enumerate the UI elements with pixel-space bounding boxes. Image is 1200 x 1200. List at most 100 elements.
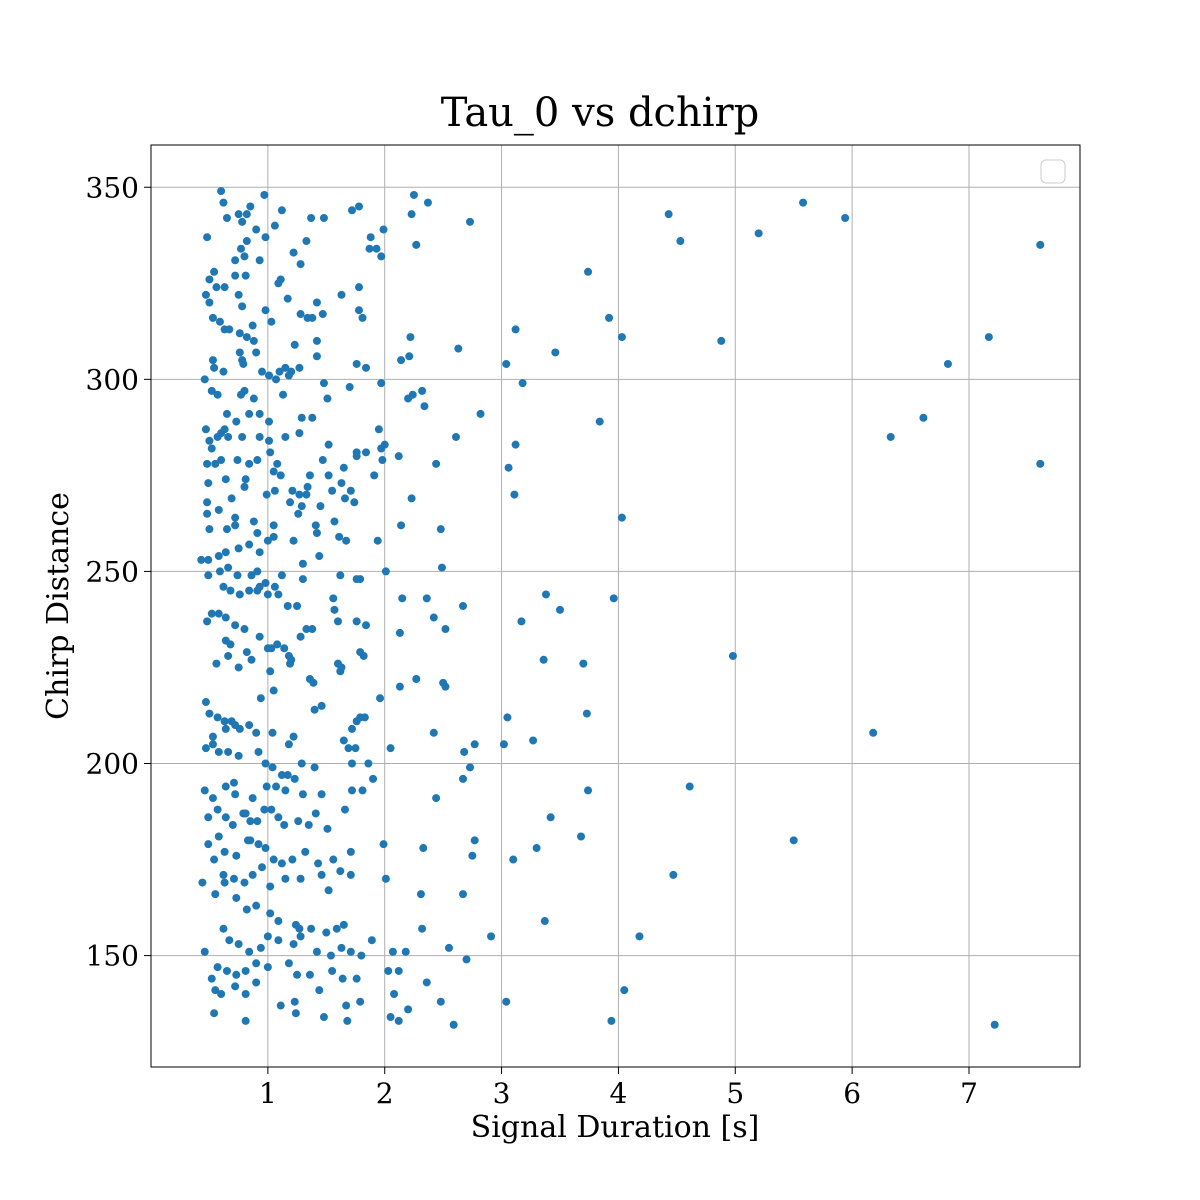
data-point xyxy=(984,333,993,342)
data-point xyxy=(395,682,404,691)
data-point xyxy=(309,678,318,687)
data-point xyxy=(274,279,283,288)
data-point xyxy=(205,436,214,445)
data-point xyxy=(419,844,428,853)
data-point xyxy=(231,721,240,730)
data-point xyxy=(263,536,272,545)
data-point xyxy=(214,505,223,514)
data-point xyxy=(336,571,345,580)
data-point xyxy=(376,694,385,703)
data-point xyxy=(252,225,261,234)
data-point xyxy=(269,532,278,541)
data-point xyxy=(234,751,243,760)
data-point xyxy=(203,617,212,626)
data-point xyxy=(260,805,269,814)
data-point xyxy=(241,475,250,484)
data-point xyxy=(233,571,242,580)
data-point xyxy=(352,359,361,368)
data-point xyxy=(312,947,321,956)
data-point xyxy=(231,790,240,799)
data-point xyxy=(208,313,217,322)
data-point xyxy=(231,271,240,280)
data-point xyxy=(245,540,254,549)
data-point xyxy=(335,532,344,541)
x-tick-label: 7 xyxy=(960,1077,978,1110)
data-point xyxy=(276,1001,285,1010)
data-point xyxy=(234,940,243,949)
data-point xyxy=(394,1016,403,1025)
data-point xyxy=(296,874,305,883)
data-point xyxy=(347,786,356,795)
data-point xyxy=(255,409,264,418)
x-tick-label: 4 xyxy=(610,1077,628,1110)
data-point xyxy=(263,963,272,972)
data-point xyxy=(232,970,241,979)
data-point xyxy=(366,233,375,242)
data-point xyxy=(470,836,479,845)
data-point xyxy=(236,244,245,253)
data-point xyxy=(247,655,256,664)
data-point xyxy=(346,486,355,495)
data-point xyxy=(308,625,317,634)
data-point xyxy=(252,959,261,968)
data-point xyxy=(346,947,355,956)
data-point xyxy=(555,605,564,614)
data-point xyxy=(290,340,299,349)
y-axis-ticks: 150 200 250 300 350 xyxy=(86,171,151,973)
data-point xyxy=(234,663,243,672)
data-point xyxy=(255,432,264,441)
data-point xyxy=(919,413,928,422)
data-point xyxy=(406,333,415,342)
data-point xyxy=(249,394,258,403)
data-point xyxy=(476,409,485,418)
data-point xyxy=(356,713,365,722)
data-point xyxy=(460,747,469,756)
y-tick-label: 300 xyxy=(86,363,139,396)
data-point xyxy=(252,978,261,987)
data-point xyxy=(252,901,261,910)
x-tick-label: 6 xyxy=(843,1077,861,1110)
data-point xyxy=(226,640,235,649)
data-point xyxy=(459,774,468,783)
data-point xyxy=(211,890,220,899)
data-point xyxy=(229,874,238,883)
data-point xyxy=(215,567,224,576)
data-point xyxy=(351,744,360,753)
data-point xyxy=(441,625,450,634)
data-point xyxy=(307,213,316,222)
data-point xyxy=(240,878,249,887)
data-point xyxy=(295,363,304,372)
data-point xyxy=(377,444,386,453)
y-tick-label: 200 xyxy=(86,748,139,781)
data-point xyxy=(219,582,228,591)
data-point xyxy=(504,463,513,472)
data-point xyxy=(252,728,261,737)
data-point xyxy=(221,724,230,733)
data-point xyxy=(436,525,445,534)
data-point xyxy=(212,659,221,668)
data-point xyxy=(298,559,307,568)
data-point xyxy=(337,290,346,299)
data-point xyxy=(546,813,555,822)
x-tick-label: 3 xyxy=(493,1077,511,1110)
data-point xyxy=(231,982,240,991)
data-point xyxy=(541,590,550,599)
data-point xyxy=(346,847,355,856)
data-point xyxy=(201,744,210,753)
data-point xyxy=(255,548,264,557)
data-point xyxy=(261,844,270,853)
data-point xyxy=(312,529,321,538)
data-point xyxy=(532,844,541,853)
data-point xyxy=(296,932,305,941)
data-point xyxy=(799,198,808,207)
data-point xyxy=(329,594,338,603)
data-point xyxy=(242,648,251,657)
data-point xyxy=(232,851,241,860)
data-point xyxy=(869,728,878,737)
data-point xyxy=(222,966,231,975)
data-point xyxy=(319,213,328,222)
y-tick-label: 150 xyxy=(86,940,139,973)
data-point xyxy=(207,609,216,618)
data-point xyxy=(365,244,374,253)
data-point xyxy=(225,325,234,334)
